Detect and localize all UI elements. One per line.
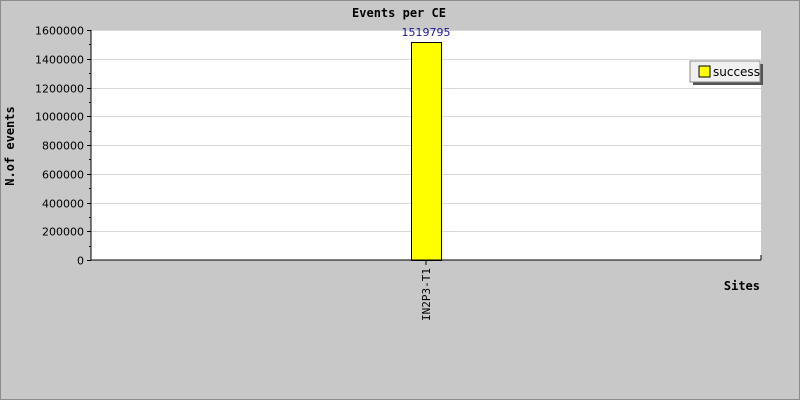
y-axis-label: N.of events (3, 106, 17, 185)
y-axis-ticks: 0 200000 400000 600000 800000 1000000 1200000 1… (35, 25, 91, 268)
bar-success-IN2P3-T1 (411, 42, 442, 261)
y-tick-label: 400000 (42, 198, 84, 211)
y-tick-label: 1400000 (35, 54, 84, 67)
y-tick-label: 800000 (42, 140, 84, 153)
y-tick-label: 1200000 (35, 83, 84, 96)
bars: 1519795 (402, 26, 451, 261)
y-tick-label: 1600000 (35, 25, 84, 38)
data-label: 1519795 (402, 26, 451, 39)
x-axis-ticks: IN2P3-T1 (420, 260, 433, 321)
x-axis-label: Sites (724, 279, 760, 293)
y-tick-label: 0 (77, 255, 84, 268)
legend: success (689, 60, 763, 85)
y-tick-label: 200000 (42, 226, 84, 239)
x-tick-label: IN2P3-T1 (420, 268, 433, 321)
y-tick-label: 1000000 (35, 111, 84, 124)
legend-label-success: success (713, 65, 760, 79)
legend-swatch-success (698, 65, 711, 78)
chart-title: Events per CE (352, 6, 446, 20)
y-tick-label: 600000 (42, 169, 84, 182)
